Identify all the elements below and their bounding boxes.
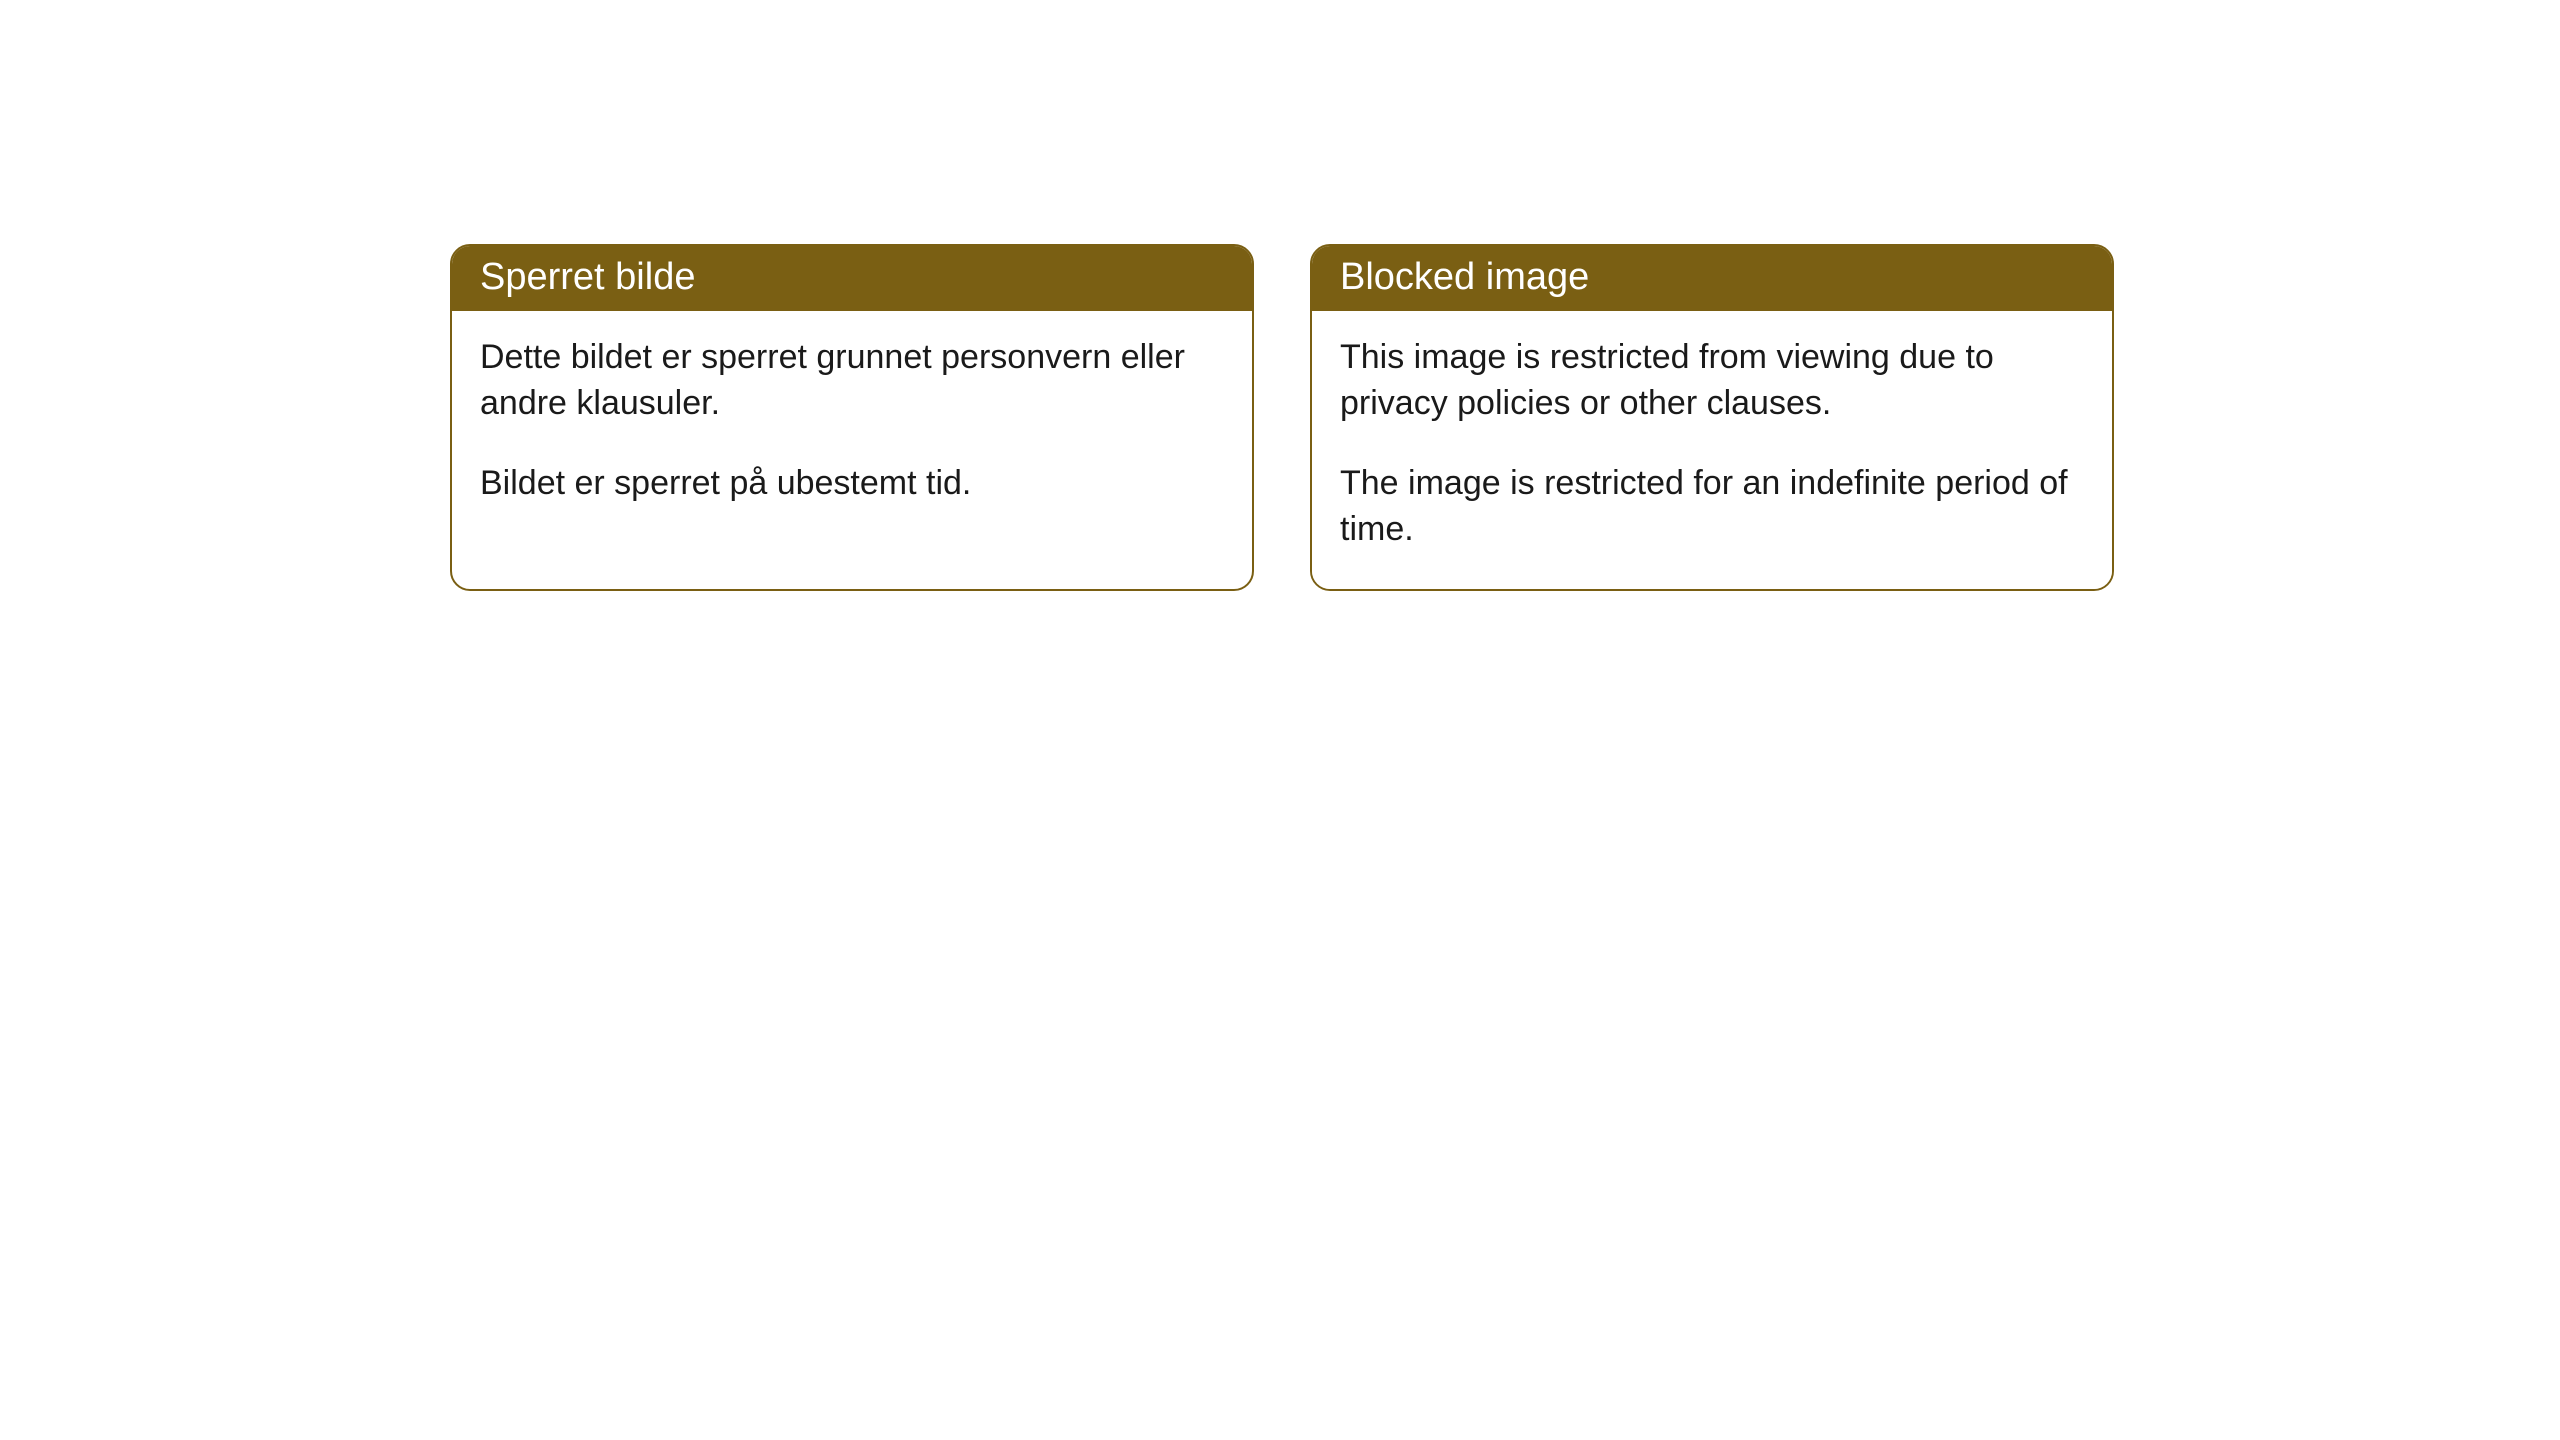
card-paragraph: This image is restricted from viewing du… <box>1340 335 2084 427</box>
blocked-image-card-english: Blocked image This image is restricted f… <box>1310 244 2114 591</box>
blocked-image-card-norwegian: Sperret bilde Dette bildet er sperret gr… <box>450 244 1254 591</box>
card-title: Blocked image <box>1340 256 1589 298</box>
notice-container: Sperret bilde Dette bildet er sperret gr… <box>0 0 2560 591</box>
card-paragraph: The image is restricted for an indefinit… <box>1340 461 2084 553</box>
card-body: Dette bildet er sperret grunnet personve… <box>452 311 1252 543</box>
card-header: Sperret bilde <box>452 246 1252 311</box>
card-title: Sperret bilde <box>480 256 695 298</box>
card-body: This image is restricted from viewing du… <box>1312 311 2112 589</box>
card-paragraph: Dette bildet er sperret grunnet personve… <box>480 335 1224 427</box>
card-paragraph: Bildet er sperret på ubestemt tid. <box>480 461 1224 507</box>
card-header: Blocked image <box>1312 246 2112 311</box>
